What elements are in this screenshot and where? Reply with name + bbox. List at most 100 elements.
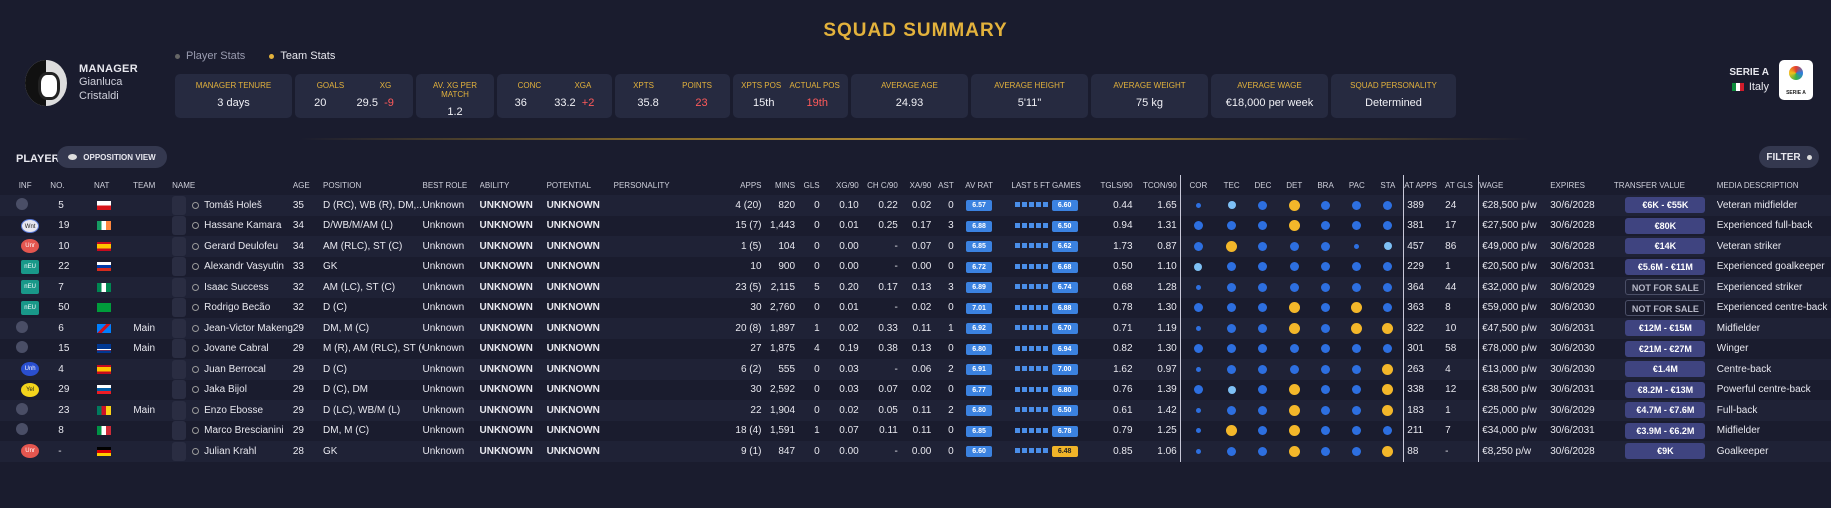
column-header[interactable]: AV RAT (965, 180, 993, 190)
column-header[interactable]: INF (18, 180, 32, 190)
status-badge[interactable]: Unr (21, 444, 40, 459)
table-row[interactable]: Unr 10 Gerard Deulofeu 34 AM (RLC), ST (C) Un… (0, 236, 1831, 257)
inf-cell[interactable]: Yel (0, 380, 50, 401)
column-header[interactable]: POTENTIAL (546, 180, 592, 190)
check-icon[interactable] (16, 197, 28, 210)
transfer-value-cell[interactable]: €5.6M - €11M (1614, 257, 1717, 278)
transfer-value-cell[interactable]: €3.9M - €6.2M (1614, 421, 1717, 442)
inf-cell[interactable]: nEU (0, 257, 50, 278)
status-badge[interactable]: nEU (21, 259, 40, 274)
status-badge[interactable]: nEU (21, 280, 40, 295)
check-icon[interactable] (16, 423, 28, 436)
column-header[interactable]: XA/90 (909, 180, 932, 190)
column-header[interactable]: DET (1286, 180, 1303, 190)
table-row[interactable]: 6 Main Jean-Victor Makengo 29 DM, M (C) Unkno… (0, 318, 1831, 339)
column-header[interactable]: AT GLS (1445, 180, 1473, 190)
player-name[interactable]: Enzo Ebosse (204, 404, 264, 416)
inf-cell[interactable]: Unh (0, 359, 50, 380)
inf-cell[interactable] (0, 400, 50, 421)
transfer-value-badge[interactable]: €5.6M - €11M (1625, 258, 1706, 275)
column-header[interactable]: TEC (1223, 180, 1240, 190)
column-header[interactable]: COR (1179, 175, 1217, 195)
player-name-cell[interactable]: Julian Krahl (172, 441, 293, 462)
transfer-value-cell[interactable]: NOT FOR SALE (1614, 298, 1717, 319)
column-header[interactable]: EXPIRES (1550, 180, 1585, 190)
table-row[interactable]: 5 Tomáš Holeš 35 D (RC), WB (R), DM,... Unkn… (0, 195, 1831, 216)
column-header[interactable]: BRA (1317, 180, 1334, 190)
table-row[interactable]: 23 Main Enzo Ebosse 29 D (LC), WB/M (L) Unkno… (0, 400, 1831, 421)
tab-player-stats[interactable]: Player Stats (175, 50, 245, 62)
column-header[interactable]: STA (1380, 180, 1396, 190)
league-info[interactable]: SERIE A Italy (1729, 60, 1813, 100)
transfer-value-badge[interactable]: €1.4M (1625, 361, 1706, 378)
player-name[interactable]: Tomáš Holeš (204, 199, 262, 211)
transfer-value-badge[interactable]: NOT FOR SALE (1625, 279, 1706, 296)
column-header[interactable]: WAGE (1478, 175, 1551, 195)
column-header[interactable]: AGE (292, 180, 310, 190)
inf-cell[interactable]: Wnt (0, 216, 50, 237)
table-row[interactable]: nEU 7 Isaac Success 32 AM (LC), ST (C) Unknow… (0, 277, 1831, 298)
table-row[interactable]: 8 Marco Brescianini 29 DM, M (C) Unknown UNKN… (0, 420, 1831, 442)
column-header[interactable]: TRANSFER VALUE (1613, 180, 1685, 190)
table-row[interactable]: Unh 4 Juan Berrocal 29 D (C) Unknown UNKNOWN UN… (0, 359, 1831, 380)
transfer-value-badge[interactable]: €80K (1625, 217, 1706, 234)
status-badge[interactable]: Unr (21, 239, 40, 254)
player-name-cell[interactable]: Jean-Victor Makengo (172, 318, 293, 339)
transfer-value-cell[interactable]: €12M - €15M (1614, 318, 1717, 339)
transfer-value-cell[interactable]: €1.4M (1614, 359, 1717, 380)
transfer-value-cell[interactable]: €14K (1614, 236, 1717, 257)
column-header[interactable]: DEC (1254, 180, 1272, 190)
player-name[interactable]: Isaac Success (204, 281, 269, 293)
column-header[interactable]: MEDIA DESCRIPTION (1716, 180, 1799, 190)
transfer-value-badge[interactable]: €9K (1625, 443, 1706, 460)
column-header[interactable]: NO. (50, 180, 65, 190)
player-name-cell[interactable]: Jovane Cabral (172, 339, 293, 360)
player-name[interactable]: Juan Berrocal (204, 363, 266, 375)
transfer-value-cell[interactable]: €80K (1614, 216, 1717, 237)
tab-team-stats[interactable]: Team Stats (269, 50, 335, 62)
transfer-value-cell[interactable]: NOT FOR SALE (1614, 277, 1717, 298)
table-row[interactable]: Yel 29 Jaka Bijol 29 D (C), DM Unknown UNKNOWN… (0, 379, 1831, 401)
column-header[interactable]: XG/90 (836, 180, 859, 190)
player-name[interactable]: Alexandr Vasyutin (204, 261, 284, 273)
table-row[interactable]: 15 Main Jovane Cabral 29 M (R), AM (RLC), ST… (0, 338, 1831, 360)
manager-panel[interactable]: MANAGER Gianluca Cristaldi (25, 60, 138, 106)
transfer-value-badge[interactable]: €21M - €27M (1625, 340, 1706, 357)
player-name-cell[interactable]: Alexandr Vasyutin (172, 257, 293, 278)
opposition-view-button[interactable]: OPPOSITION VIEW (57, 146, 167, 168)
inf-cell[interactable]: nEU (0, 277, 50, 298)
inf-cell[interactable]: Unr (0, 441, 50, 462)
column-header[interactable]: TGLS/90 (1100, 180, 1133, 190)
player-name-cell[interactable]: Gerard Deulofeu (172, 236, 293, 257)
player-name[interactable]: Jaka Bijol (204, 384, 247, 396)
table-row[interactable]: Unr - Julian Krahl 28 GK Unknown UNKNOWN UNKNOW… (0, 441, 1831, 462)
transfer-value-badge[interactable]: €4.7M - €7.6M (1625, 402, 1706, 419)
player-name[interactable]: Rodrigo Becão (204, 302, 271, 314)
transfer-value-badge[interactable]: NOT FOR SALE (1625, 299, 1706, 316)
transfer-value-badge[interactable]: €8.2M - €13M (1625, 381, 1706, 398)
column-header[interactable]: TCON/90 (1142, 180, 1177, 190)
player-name[interactable]: Julian Krahl (204, 445, 257, 457)
column-header[interactable]: PAC (1348, 180, 1365, 190)
transfer-value-badge[interactable]: €6K - €55K (1625, 197, 1706, 214)
status-badge[interactable]: Unh (21, 362, 40, 377)
filter-button[interactable]: FILTER (1759, 146, 1819, 168)
player-name[interactable]: Gerard Deulofeu (204, 240, 279, 252)
transfer-value-badge[interactable]: €14K (1625, 238, 1706, 255)
column-header[interactable]: CH C/90 (867, 180, 898, 190)
status-badge[interactable]: Yel (21, 382, 40, 397)
inf-cell[interactable]: Unr (0, 236, 50, 257)
table-row[interactable]: nEU 50 Rodrigo Becão 32 D (C) Unknown UNKNOWN U… (0, 297, 1831, 319)
status-badge[interactable]: Wnt (21, 218, 40, 233)
column-header[interactable]: APPS (740, 180, 762, 190)
column-header[interactable]: BEST ROLE (422, 180, 468, 190)
transfer-value-cell[interactable]: €6K - €55K (1614, 195, 1717, 216)
player-name-cell[interactable]: Isaac Success (172, 277, 293, 298)
transfer-value-cell[interactable]: €4.7M - €7.6M (1614, 400, 1717, 421)
column-header[interactable]: PERSONALITY (613, 180, 670, 190)
player-name[interactable]: Marco Brescianini (204, 425, 284, 437)
transfer-value-cell[interactable]: €21M - €27M (1614, 339, 1717, 360)
column-header[interactable]: LAST 5 FT GAMES (1011, 180, 1081, 190)
column-header[interactable]: AST (938, 180, 954, 190)
check-icon[interactable] (16, 402, 28, 415)
